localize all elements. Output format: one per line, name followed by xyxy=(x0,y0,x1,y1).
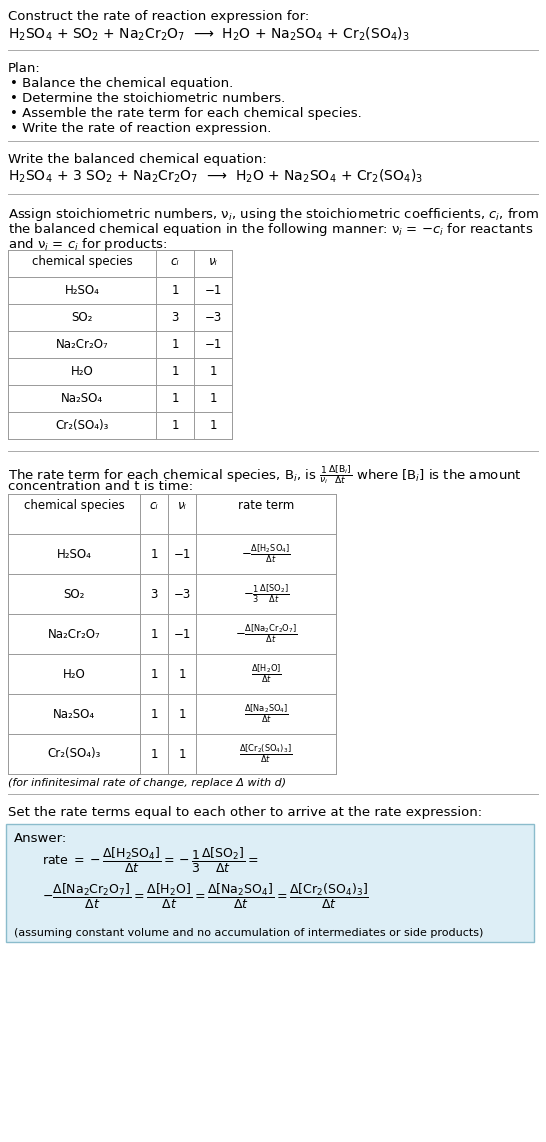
Text: 3: 3 xyxy=(171,311,179,324)
Text: 1: 1 xyxy=(178,748,186,761)
Text: −3: −3 xyxy=(174,587,191,601)
Text: Construct the rate of reaction expression for:: Construct the rate of reaction expressio… xyxy=(8,10,309,23)
Text: Set the rate terms equal to each other to arrive at the rate expression:: Set the rate terms equal to each other t… xyxy=(8,806,482,819)
Text: $-\frac{\Delta[\mathrm{H_2SO_4}]}{\Delta t}$: $-\frac{\Delta[\mathrm{H_2SO_4}]}{\Delta… xyxy=(241,542,291,565)
Text: −3: −3 xyxy=(204,311,222,324)
Text: 1: 1 xyxy=(178,708,186,721)
Text: H₂O: H₂O xyxy=(63,668,85,681)
Text: νᵢ: νᵢ xyxy=(177,499,186,512)
Text: 1: 1 xyxy=(171,284,179,297)
Text: H$_2$SO$_4$ + 3 SO$_2$ + Na$_2$Cr$_2$O$_7$  ⟶  H$_2$O + Na$_2$SO$_4$ + Cr$_2$(SO: H$_2$SO$_4$ + 3 SO$_2$ + Na$_2$Cr$_2$O$_… xyxy=(8,168,423,185)
Text: Na₂Cr₂O₇: Na₂Cr₂O₇ xyxy=(48,627,100,641)
Text: concentration and t is time:: concentration and t is time: xyxy=(8,480,193,493)
Text: $\frac{\Delta[\mathrm{H_2O}]}{\Delta t}$: $\frac{\Delta[\mathrm{H_2O}]}{\Delta t}$ xyxy=(251,662,281,685)
Text: 1: 1 xyxy=(209,419,217,432)
Text: −1: −1 xyxy=(173,627,191,641)
Text: H₂SO₄: H₂SO₄ xyxy=(64,284,99,297)
Text: $-\dfrac{\Delta[\mathrm{Na_2Cr_2O_7}]}{\Delta t} = \dfrac{\Delta[\mathrm{H_2O}]}: $-\dfrac{\Delta[\mathrm{Na_2Cr_2O_7}]}{\… xyxy=(42,882,369,911)
Text: $-\frac{1}{3}\frac{\Delta[\mathrm{SO_2}]}{\Delta t}$: $-\frac{1}{3}\frac{\Delta[\mathrm{SO_2}]… xyxy=(243,582,289,605)
Text: 1: 1 xyxy=(150,547,158,561)
Text: $\frac{\Delta[\mathrm{Na_2SO_4}]}{\Delta t}$: $\frac{\Delta[\mathrm{Na_2SO_4}]}{\Delta… xyxy=(244,702,288,725)
Text: 1: 1 xyxy=(171,338,179,351)
Text: 3: 3 xyxy=(150,587,158,601)
Text: 1: 1 xyxy=(171,392,179,405)
Text: νᵢ: νᵢ xyxy=(209,255,217,268)
Text: 1: 1 xyxy=(150,668,158,681)
Text: H₂O: H₂O xyxy=(70,365,93,378)
Text: Cr₂(SO₄)₃: Cr₂(SO₄)₃ xyxy=(48,748,100,761)
Text: $-\frac{\Delta[\mathrm{Na_2Cr_2O_7}]}{\Delta t}$: $-\frac{\Delta[\mathrm{Na_2Cr_2O_7}]}{\D… xyxy=(235,622,298,645)
Text: the balanced chemical equation in the following manner: ν$_i$ = −$c_i$ for react: the balanced chemical equation in the fo… xyxy=(8,222,533,238)
Text: rate term: rate term xyxy=(238,499,294,512)
Text: 1: 1 xyxy=(209,365,217,378)
Text: H$_2$SO$_4$ + SO$_2$ + Na$_2$Cr$_2$O$_7$  ⟶  H$_2$O + Na$_2$SO$_4$ + Cr$_2$(SO$_: H$_2$SO$_4$ + SO$_2$ + Na$_2$Cr$_2$O$_7$… xyxy=(8,26,410,43)
Text: chemical species: chemical species xyxy=(23,499,124,512)
Text: 1: 1 xyxy=(209,392,217,405)
Text: • Determine the stoichiometric numbers.: • Determine the stoichiometric numbers. xyxy=(10,93,285,105)
Text: −1: −1 xyxy=(204,284,222,297)
Text: cᵢ: cᵢ xyxy=(171,255,179,268)
Text: and ν$_i$ = $c_i$ for products:: and ν$_i$ = $c_i$ for products: xyxy=(8,236,167,254)
Text: The rate term for each chemical species, B$_i$, is $\frac{1}{\nu_i}\frac{\Delta[: The rate term for each chemical species,… xyxy=(8,463,522,486)
Text: 1: 1 xyxy=(150,627,158,641)
Text: Na₂SO₄: Na₂SO₄ xyxy=(53,708,95,721)
Text: Cr₂(SO₄)₃: Cr₂(SO₄)₃ xyxy=(55,419,109,432)
Text: • Write the rate of reaction expression.: • Write the rate of reaction expression. xyxy=(10,122,271,135)
Text: Assign stoichiometric numbers, ν$_i$, using the stoichiometric coefficients, $c_: Assign stoichiometric numbers, ν$_i$, us… xyxy=(8,206,539,223)
Text: 1: 1 xyxy=(171,365,179,378)
Text: 1: 1 xyxy=(150,708,158,721)
Text: Answer:: Answer: xyxy=(14,833,67,845)
Text: (assuming constant volume and no accumulation of intermediates or side products): (assuming constant volume and no accumul… xyxy=(14,928,483,938)
FancyBboxPatch shape xyxy=(6,825,534,942)
Text: • Balance the chemical equation.: • Balance the chemical equation. xyxy=(10,77,233,90)
Text: SO₂: SO₂ xyxy=(63,587,85,601)
Text: • Assemble the rate term for each chemical species.: • Assemble the rate term for each chemic… xyxy=(10,107,362,120)
Text: 1: 1 xyxy=(171,419,179,432)
Text: chemical species: chemical species xyxy=(32,255,132,268)
Text: −1: −1 xyxy=(173,547,191,561)
Text: rate $= -\dfrac{\Delta[\mathrm{H_2SO_4}]}{\Delta t} = -\dfrac{1}{3}\dfrac{\Delta: rate $= -\dfrac{\Delta[\mathrm{H_2SO_4}]… xyxy=(42,846,259,875)
Text: H₂SO₄: H₂SO₄ xyxy=(57,547,91,561)
Text: Na₂Cr₂O₇: Na₂Cr₂O₇ xyxy=(56,338,108,351)
Text: $\frac{\Delta[\mathrm{Cr_2(SO_4)_3}]}{\Delta t}$: $\frac{\Delta[\mathrm{Cr_2(SO_4)_3}]}{\D… xyxy=(239,742,293,765)
Text: (for infinitesimal rate of change, replace Δ with d): (for infinitesimal rate of change, repla… xyxy=(8,778,286,788)
Text: −1: −1 xyxy=(204,338,222,351)
Text: SO₂: SO₂ xyxy=(72,311,93,324)
Text: Write the balanced chemical equation:: Write the balanced chemical equation: xyxy=(8,153,267,166)
Text: cᵢ: cᵢ xyxy=(150,499,158,512)
Text: 1: 1 xyxy=(178,668,186,681)
Text: 1: 1 xyxy=(150,748,158,761)
Text: Plan:: Plan: xyxy=(8,62,41,75)
Text: Na₂SO₄: Na₂SO₄ xyxy=(61,392,103,405)
